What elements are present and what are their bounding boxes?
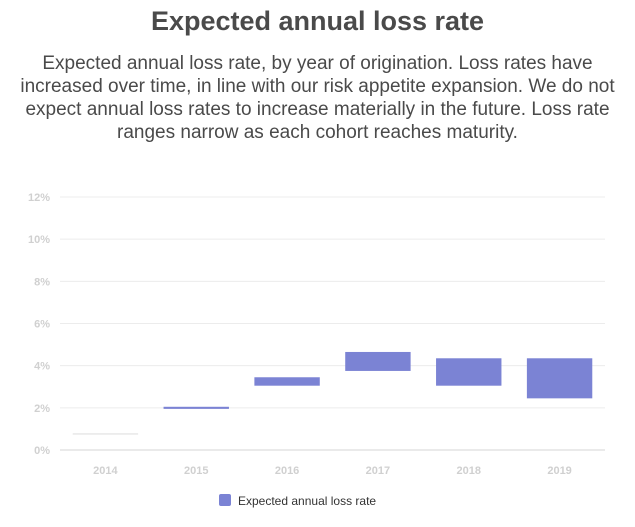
bar-2014[interactable] [72,433,139,435]
y-tick-label: 6% [34,319,50,331]
x-tick-label: 2016 [275,465,299,477]
x-tick-label: 2014 [93,465,118,477]
y-tick-label: 4% [34,361,50,373]
bar-2018[interactable] [436,358,502,386]
bar-2017[interactable] [345,351,411,371]
y-axis-ticks: 0% 2% 4% 6% 8% 10% 12% [28,192,50,457]
y-tick-label: 12% [28,192,50,204]
bar-2015[interactable] [163,406,229,409]
x-tick-label: 2017 [366,465,390,477]
x-tick-label: 2019 [547,465,571,477]
y-tick-label: 8% [34,276,50,288]
x-tick-label: 2018 [457,465,481,477]
x-tick-label: 2015 [184,465,208,477]
legend-label[interactable]: Expected annual loss rate [238,494,376,508]
legend-swatch[interactable] [219,494,231,506]
bar-2019[interactable] [526,358,593,399]
gridlines [60,196,605,451]
chart-title: Expected annual loss rate [150,6,485,36]
bars [72,351,593,435]
y-tick-label: 2% [34,403,50,415]
x-axis-ticks: 2014 2015 2016 2017 2018 2019 [93,465,572,477]
y-tick-label: 10% [28,234,50,246]
bar-2016[interactable] [254,377,320,386]
chart-subtitle: Expected annual loss rate, by year of or… [20,53,615,143]
legend[interactable]: Expected annual loss rate [219,494,376,508]
y-tick-label: 0% [34,445,50,457]
